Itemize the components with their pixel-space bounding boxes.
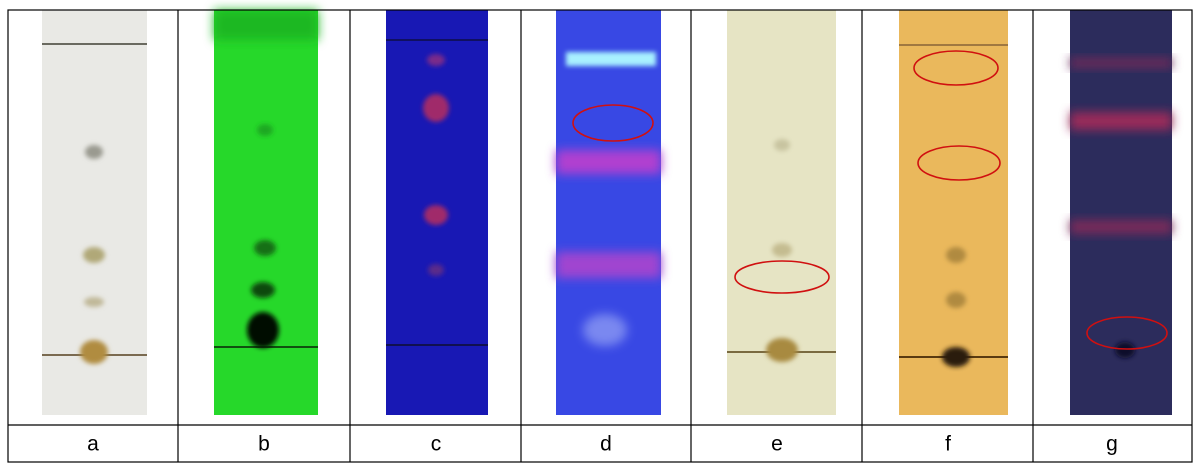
panel-label: d [600, 433, 612, 456]
panel-label: c [431, 433, 442, 456]
panel-label: a [87, 433, 99, 456]
plate-c [386, 10, 488, 415]
plate-d [556, 10, 661, 415]
plate-a [42, 10, 147, 415]
highlight-ring [917, 145, 1001, 181]
table-grid [7, 9, 1193, 463]
plate-g [1070, 10, 1172, 415]
highlight-ring [1086, 316, 1168, 350]
panel-label: b [258, 433, 270, 456]
plate-f [899, 10, 1008, 415]
panel-label: e [771, 433, 783, 456]
highlight-ring [734, 260, 830, 294]
plate-b [214, 10, 318, 415]
panel-label: f [945, 433, 951, 456]
plate-e [727, 10, 836, 415]
label-row: a b c d e f g [87, 433, 1118, 456]
highlight-ring [913, 50, 999, 86]
panel-label: g [1106, 433, 1118, 456]
highlight-ring [572, 104, 654, 142]
